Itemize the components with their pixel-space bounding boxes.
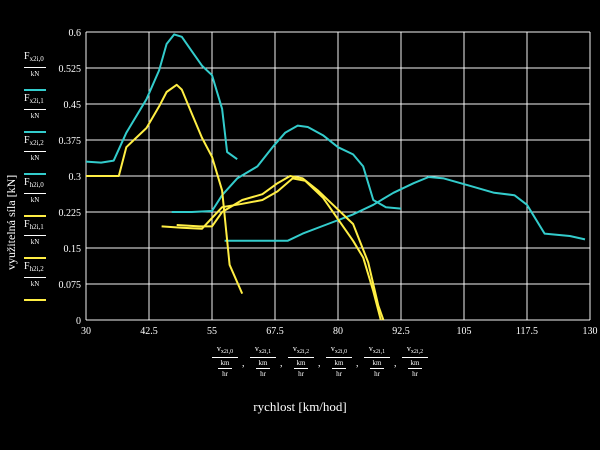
x-expression-separator: ,	[356, 358, 359, 369]
fraction-bar	[24, 109, 46, 110]
legend-unit: kN	[30, 196, 40, 204]
series-line-5	[161, 177, 382, 321]
legend-unit: kN	[30, 70, 40, 78]
x-tick-label: 117.5	[516, 326, 538, 337]
x-expression-separator: ,	[318, 358, 321, 369]
x-expression-separator: ,	[242, 358, 245, 369]
legend-unit: kN	[30, 112, 40, 120]
x-expression-separator: ,	[394, 358, 397, 369]
y-tick-label: 0.45	[64, 100, 82, 111]
fraction-bar	[24, 277, 46, 278]
legend-unit: kN	[30, 238, 40, 246]
legend-symbol: Fx2i,0	[24, 51, 44, 64]
fraction-bar	[24, 151, 46, 152]
x-tick-label: 130	[583, 326, 598, 337]
y-tick-label: 0.3	[69, 172, 82, 183]
legend-symbol: Fh2i,2	[24, 261, 44, 274]
fraction-bar	[24, 67, 46, 68]
y-tick-label: 0.375	[59, 136, 82, 147]
legend-unit: kN	[30, 280, 40, 288]
series-line-1	[171, 124, 402, 213]
tick-labels: 30 42.5 55 67.5 80 92.5 105 117.5 130 0 0.075 0.15 0…	[59, 28, 598, 337]
series-line-0	[85, 33, 238, 164]
legend-swatch	[24, 257, 46, 259]
x-expression-term: vx2i,2 km hr	[283, 344, 319, 378]
legend-symbol: Fh2i,0	[24, 177, 44, 190]
x-expression-term: vx2i,1 km hr	[359, 344, 395, 378]
fraction-bar	[24, 235, 46, 236]
y-tick-label: 0.225	[59, 208, 82, 219]
legend-entry: Fh2i,0 kN	[24, 177, 50, 217]
legend-unit: kN	[30, 154, 40, 162]
x-expression-term: vx2i,0 km hr	[321, 344, 357, 378]
x-tick-label: 30	[81, 326, 91, 337]
y-tick-label: 0.075	[59, 280, 82, 291]
legend-entry: Fh2i,1 kN	[24, 219, 50, 259]
legend-symbol: Fx2i,1	[24, 93, 44, 106]
y-tick-label: 0	[76, 316, 81, 327]
series-line-2	[224, 176, 586, 242]
x-tick-label: 80	[333, 326, 343, 337]
legend-swatch	[24, 131, 46, 133]
legend-swatch	[24, 89, 46, 91]
legend-swatch	[24, 173, 46, 175]
series-layer	[85, 33, 586, 321]
series-line-3	[86, 83, 244, 295]
y-axis-label: využitelná síla [kN]	[4, 174, 18, 270]
legend-swatch	[24, 215, 46, 217]
legend-entry: Fh2i,2 kN	[24, 261, 50, 301]
y-tick-label: 0.525	[59, 64, 82, 75]
legend-entry: Fx2i,0 kN	[24, 51, 50, 91]
x-expression-term: vx2i,1 km hr	[245, 344, 281, 378]
y-tick-label: 0.15	[64, 244, 82, 255]
legend-swatch	[24, 299, 46, 301]
x-expression-separator: ,	[280, 358, 283, 369]
legend-symbol: Fx2i,2	[24, 135, 44, 148]
series-line-4	[176, 175, 385, 321]
x-tick-label: 105	[457, 326, 472, 337]
legend-entry: Fx2i,2 kN	[24, 135, 50, 175]
x-axis-label: rychlost [km/hod]	[253, 399, 347, 414]
x-tick-label: 55	[207, 326, 217, 337]
x-tick-label: 42.5	[140, 326, 158, 337]
legend-entry: Fx2i,1 kN	[24, 93, 50, 133]
fraction-bar	[24, 193, 46, 194]
x-tick-label: 92.5	[392, 326, 410, 337]
x-expression-term: vx2i,0 km hr	[207, 344, 243, 378]
x-expression-term: vx2i,2 km hr	[397, 344, 433, 378]
legend-symbol: Fh2i,1	[24, 219, 44, 232]
y-tick-label: 0.6	[69, 28, 82, 39]
x-tick-label: 67.5	[266, 326, 284, 337]
grid-lines	[85, 31, 591, 321]
